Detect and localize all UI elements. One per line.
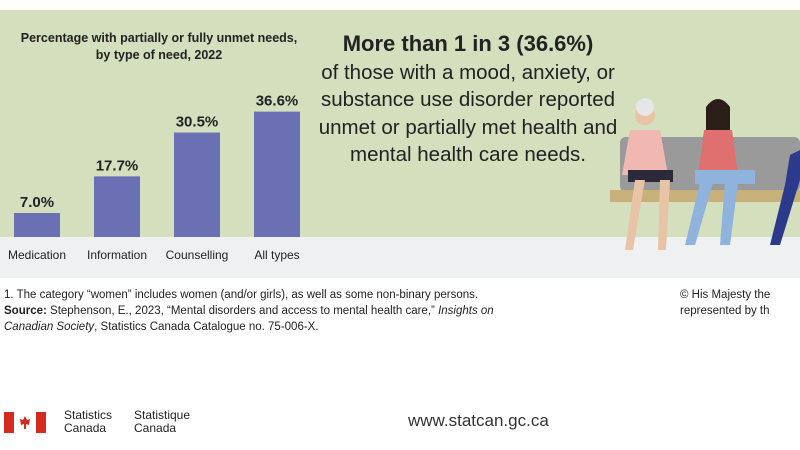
website-link[interactable]: www.statcan.gc.ca (408, 411, 549, 430)
footnote: 1. The category “women” includes women (… (4, 287, 544, 335)
data-label: 36.6% (256, 93, 299, 110)
category-label: Information (87, 248, 147, 262)
data-label: 30.5% (176, 114, 219, 131)
source-text: Stephenson, E., 2023, “Mental disorders … (46, 305, 439, 317)
people-illustration (610, 98, 800, 250)
wordmark-fr-2: Canada (134, 421, 177, 435)
bar-information (94, 176, 140, 237)
bar-counselling (174, 132, 220, 237)
bar-all-types (254, 111, 300, 237)
copyright-line-1: © His Majesty the (680, 289, 771, 301)
category-label: All types (254, 248, 299, 262)
source-label: Source: (4, 305, 47, 317)
floor (0, 237, 800, 278)
bar-medication (14, 213, 60, 237)
chart-title: Percentage with partially or fully unmet… (20, 31, 298, 62)
headline-emphasis: More than 1 in 3 (36.6%) (342, 31, 594, 56)
source-catalogue: , Statistics Canada Catalogue no. 75-006… (94, 321, 319, 333)
wordmark-en-1: Statistics (64, 408, 113, 422)
source-citation: Source: Stephenson, E., 2023, “Mental di… (4, 303, 544, 335)
canada-flag-icon (4, 412, 46, 433)
wordmark-en-2: Canada (64, 421, 107, 435)
data-label: 17.7% (96, 157, 139, 174)
copyright-line-2: represented by th (680, 305, 770, 317)
source-publication: Insights on Canadian Society (4, 305, 494, 333)
bar-chart: 7.0% Medication 17.7% Information 30.5% Couns… (8, 93, 300, 262)
headline-body: of those with a mood, anxiety, or substa… (318, 60, 618, 167)
data-label: 7.0% (20, 194, 54, 211)
statistique-canada-fr: Statistique Canada (134, 409, 190, 435)
footnote-note: 1. The category “women” includes women (… (4, 289, 479, 301)
wordmark-fr-1: Statistique (134, 408, 191, 422)
headline: More than 1 in 3 (36.6%) of those with a… (318, 30, 618, 169)
category-label: Counselling (166, 248, 229, 262)
statistics-canada-en: Statistics Canada (64, 409, 112, 435)
category-label: Medication (8, 248, 66, 262)
copyright: © His Majesty the represented by th (680, 287, 770, 319)
